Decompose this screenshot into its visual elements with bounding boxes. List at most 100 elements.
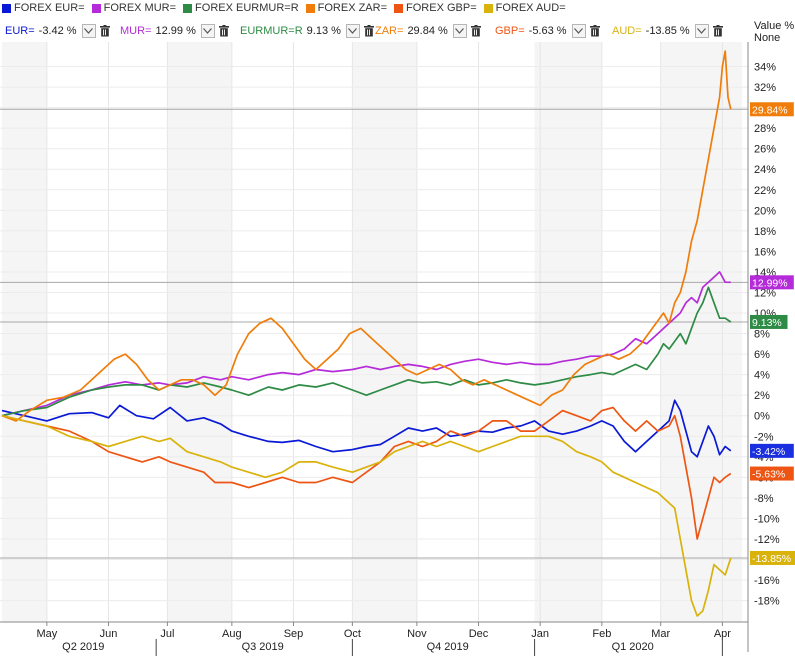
series-summary-item: ZAR= 29.84 % <box>375 22 481 40</box>
series-change-value: 9.13 % <box>306 25 341 37</box>
y-tick-label: 28% <box>754 123 776 135</box>
series-dropdown-button[interactable] <box>345 24 360 38</box>
end-value-badge <box>750 466 794 481</box>
series-summary-item: EURMUR=R 9.13 % <box>240 22 374 40</box>
month-label: Jan <box>531 628 549 640</box>
axis-unit-label: Value % <box>754 20 795 32</box>
legend-swatch <box>483 3 493 13</box>
legend-swatch <box>91 3 101 13</box>
y-tick-label: 24% <box>754 164 776 176</box>
value-axis-header: Value % None <box>754 20 794 44</box>
legend-swatch <box>2 3 11 13</box>
shaded-period-band <box>534 42 602 622</box>
series-dropdown-button[interactable] <box>81 24 96 38</box>
y-tick-label: 2% <box>754 390 770 402</box>
month-label: May <box>36 628 57 640</box>
quarter-label: Q4 2019 <box>427 641 469 653</box>
month-label: Oct <box>344 628 361 640</box>
y-tick-label: 26% <box>754 144 776 156</box>
legend-item[interactable]: FOREX AUD= <box>483 2 566 14</box>
shaded-period-band <box>167 42 232 622</box>
trash-icon[interactable] <box>470 25 481 37</box>
end-value-badge <box>750 550 795 565</box>
series-name: AUD= <box>612 25 642 37</box>
y-tick-label: -12% <box>754 534 780 546</box>
legend-item[interactable]: FOREX MUR= <box>91 2 177 14</box>
y-tick-label: -8% <box>754 493 774 505</box>
axis-mode-label: None <box>754 32 781 44</box>
series-change-value: 12.99 % <box>155 25 196 37</box>
quarter-label: Q3 2019 <box>242 641 284 653</box>
y-tick-label: 12% <box>754 287 776 299</box>
series-change-value: -5.63 % <box>528 25 567 37</box>
y-tick-label: 4% <box>754 370 770 382</box>
chevron-down-icon <box>574 28 584 34</box>
legend-item[interactable]: FOREX EURMUR=R <box>183 2 299 14</box>
legend-label: FOREX EUR= <box>14 2 85 14</box>
chart-legend: FOREX EUR= FOREX MUR= FOREX EURMUR=R FOREX … <box>0 0 795 16</box>
series-dropdown-button[interactable] <box>694 24 709 38</box>
end-value-text: -3.42% <box>752 446 785 458</box>
legend-item[interactable]: FOREX EUR= <box>2 2 85 14</box>
end-value-badge <box>750 443 794 458</box>
series-change-value: -3.42 % <box>38 25 77 37</box>
month-label: Nov <box>407 628 427 640</box>
trash-icon[interactable] <box>99 25 110 37</box>
legend-item[interactable]: FOREX ZAR= <box>305 2 388 14</box>
y-tick-label: 8% <box>754 329 770 341</box>
series-line <box>1 50 732 422</box>
legend-item[interactable]: FOREX GBP= <box>394 2 477 14</box>
end-value-badge <box>750 275 794 290</box>
month-label: Aug <box>222 628 242 640</box>
y-tick-label: 22% <box>754 185 776 197</box>
series-dropdown-button[interactable] <box>452 24 467 38</box>
month-label: Mar <box>651 628 670 640</box>
series-change-value: -13.85 % <box>645 25 690 37</box>
quarter-label: Q1 2020 <box>612 641 654 653</box>
y-tick-label: 0% <box>754 411 770 423</box>
legend-label: FOREX MUR= <box>103 2 177 14</box>
month-label: Dec <box>469 628 489 640</box>
y-tick-label: -2% <box>754 431 774 443</box>
series-line <box>1 286 732 417</box>
y-tick-label: 16% <box>754 246 776 258</box>
series-summary-item: AUD= -13.85 % <box>612 22 723 40</box>
chevron-down-icon <box>203 28 213 34</box>
series-name: GBP= <box>495 25 525 37</box>
legend-label: FOREX AUD= <box>495 2 566 14</box>
series-summary-row: EUR= -3.42 % MUR= 12.99 % EURMUR=R 9.13 % ZAR=… <box>0 20 750 42</box>
month-label: Jul <box>160 628 174 640</box>
end-value-text: -5.63% <box>752 469 785 481</box>
series-line <box>1 414 732 617</box>
chevron-down-icon <box>697 28 707 34</box>
series-dropdown-button[interactable] <box>200 24 215 38</box>
series-summary-item: GBP= -5.63 % <box>495 22 600 40</box>
series-name: ZAR= <box>375 25 404 37</box>
series-change-value: 29.84 % <box>407 25 448 37</box>
series-line <box>1 406 732 540</box>
end-value-text: -13.85% <box>752 553 791 565</box>
chevron-down-icon <box>455 28 465 34</box>
y-tick-label: 32% <box>754 82 776 94</box>
chevron-down-icon <box>84 28 94 34</box>
trash-icon[interactable] <box>218 25 229 37</box>
month-label: Sep <box>284 628 304 640</box>
series-summary-item: EUR= -3.42 % <box>5 22 110 40</box>
trash-icon[interactable] <box>589 25 600 37</box>
trash-icon[interactable] <box>363 25 374 37</box>
legend-label: FOREX ZAR= <box>317 2 388 14</box>
series-name: MUR= <box>120 25 152 37</box>
trash-icon[interactable] <box>712 25 723 37</box>
legend-swatch <box>183 3 193 13</box>
legend-label: FOREX EURMUR=R <box>195 2 299 14</box>
legend-swatch <box>305 3 315 13</box>
y-tick-label: -18% <box>754 596 780 608</box>
series-dropdown-button[interactable] <box>571 24 586 38</box>
y-tick-label: 20% <box>754 205 776 217</box>
end-value-text: 29.84% <box>752 104 788 116</box>
y-tick-label: 34% <box>754 62 776 74</box>
y-tick-label: -10% <box>754 513 780 525</box>
shaded-period-band <box>352 42 417 622</box>
month-label: Apr <box>714 628 731 640</box>
